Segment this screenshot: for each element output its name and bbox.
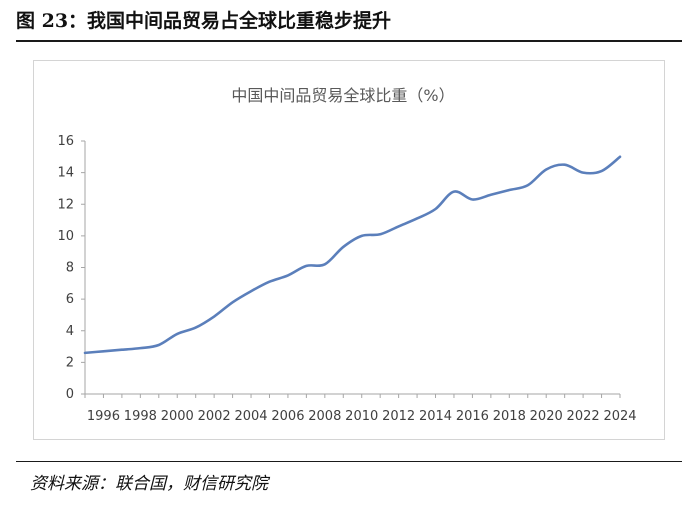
x-tick-label: 2002 <box>198 409 231 424</box>
y-tick-label: 8 <box>66 261 74 276</box>
chart-frame <box>33 60 665 440</box>
y-tick-label: 4 <box>66 324 74 339</box>
y-tick-label: 10 <box>57 229 74 244</box>
x-tick-label: 2004 <box>234 409 267 424</box>
x-tick-label: 2008 <box>308 409 341 424</box>
x-tick-label: 2000 <box>161 409 194 424</box>
x-tick-label: 2018 <box>493 409 526 424</box>
x-tick-label: 2024 <box>603 409 636 424</box>
x-tick-label: 1996 <box>87 409 120 424</box>
x-tick-label: 2006 <box>271 409 304 424</box>
x-tick-label: 1998 <box>124 409 157 424</box>
bottom-rule <box>16 461 682 462</box>
y-tick-label: 2 <box>66 355 74 370</box>
series-line-0 <box>83 155 622 355</box>
x-tick-label: 2010 <box>345 409 378 424</box>
y-tick-label: 12 <box>57 197 74 212</box>
x-tick-label: 2012 <box>382 409 415 424</box>
y-tick-label: 14 <box>57 166 74 181</box>
source-note: 资料来源：联合国，财信研究院 <box>30 474 268 494</box>
y-tick-label: 16 <box>57 134 74 149</box>
chart-title: 中国中间品贸易全球比重（%） <box>231 86 454 105</box>
x-tick-label: 2020 <box>530 409 563 424</box>
top-rule <box>16 40 682 42</box>
y-tick-label: 6 <box>66 292 74 307</box>
figure-title: 图 23：我国中间品贸易占全球比重稳步提升 <box>16 10 392 32</box>
y-tick-label: 0 <box>66 387 74 402</box>
x-tick-label: 2022 <box>567 409 600 424</box>
x-tick-label: 2016 <box>456 409 489 424</box>
x-tick-label: 2014 <box>419 409 452 424</box>
